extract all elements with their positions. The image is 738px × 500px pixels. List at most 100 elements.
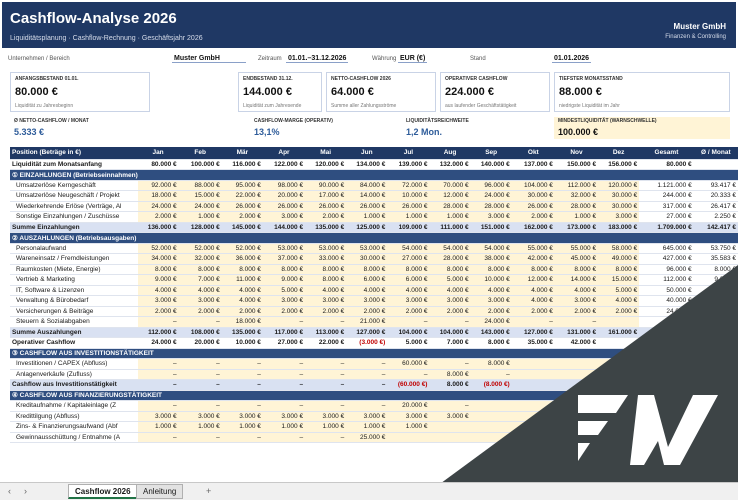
table-cell[interactable]: – [387, 369, 430, 380]
table-cell[interactable]: 8.000 € [346, 264, 388, 275]
table-cell[interactable]: 34.000 € [137, 253, 179, 265]
table-cell[interactable]: 4.000 € [429, 285, 471, 296]
table-cell[interactable]: – [429, 358, 471, 370]
next-sheet-button[interactable]: › [24, 486, 27, 496]
table-cell[interactable]: 2.000 € [598, 306, 640, 317]
currency-input[interactable]: EUR (€) [398, 55, 428, 63]
table-cell[interactable]: 1.000 € [346, 211, 388, 223]
table-cell[interactable]: 1.000 € [387, 421, 430, 433]
table-cell[interactable]: 6.000 € [387, 274, 430, 286]
table-cell[interactable]: 10.000 € [470, 274, 512, 286]
table-cell[interactable]: 2.000 € [305, 306, 347, 317]
table-cell[interactable]: 18.000 € [137, 190, 179, 202]
table-cell[interactable]: 49.000 € [598, 253, 640, 265]
table-cell[interactable]: 88.000 € [178, 180, 222, 191]
table-cell[interactable]: 72.000 € [387, 180, 430, 191]
table-cell[interactable]: 2.000 € [221, 211, 263, 223]
table-cell[interactable] [470, 432, 512, 443]
table-cell[interactable]: 96.000 € [470, 180, 512, 191]
table-cell[interactable]: – [262, 316, 306, 328]
table-cell[interactable]: – [262, 358, 306, 370]
table-cell[interactable]: 55.000 € [511, 243, 555, 254]
table-cell[interactable]: 42.000 € [511, 253, 555, 265]
table-cell[interactable]: – [305, 316, 347, 328]
table-cell[interactable]: 8.000 € [305, 264, 347, 275]
table-cell[interactable]: 54.000 € [470, 243, 512, 254]
table-cell[interactable]: 2.000 € [137, 306, 179, 317]
table-cell[interactable]: – [305, 369, 347, 380]
table-cell[interactable]: – [178, 358, 222, 370]
table-cell[interactable]: 1.000 € [178, 211, 222, 223]
table-cell[interactable]: – [511, 316, 555, 328]
add-sheet-button[interactable]: + [206, 486, 212, 496]
table-cell[interactable]: 2.000 € [429, 306, 471, 317]
table-cell[interactable]: 15.000 € [598, 274, 640, 286]
table-cell[interactable]: 2.000 € [178, 306, 222, 317]
table-cell[interactable]: – [387, 316, 430, 328]
table-cell[interactable] [554, 369, 599, 380]
table-cell[interactable]: 2.000 € [221, 306, 263, 317]
table-cell[interactable]: 4.000 € [305, 285, 347, 296]
table-cell[interactable]: 7.000 € [178, 274, 222, 286]
table-cell[interactable]: 25.000 € [346, 432, 388, 443]
table-cell[interactable]: – [178, 316, 222, 328]
table-cell[interactable]: 8.000 € [262, 264, 306, 275]
table-cell[interactable]: 95.000 € [221, 180, 263, 191]
table-cell[interactable]: – [429, 316, 471, 328]
table-cell[interactable]: 3.000 € [305, 411, 347, 422]
table-cell[interactable]: 20.000 € [262, 190, 306, 202]
table-cell[interactable]: 3.000 € [137, 411, 179, 422]
table-cell[interactable] [511, 369, 555, 380]
table-cell[interactable]: 4.000 € [137, 285, 179, 296]
table-cell[interactable]: 2.000 € [137, 211, 179, 223]
kpi-value[interactable]: 100.000 € [558, 127, 599, 137]
table-cell[interactable]: – [137, 432, 179, 443]
table-cell[interactable]: – [178, 432, 222, 443]
table-cell[interactable]: 53.000 € [346, 243, 388, 254]
table-cell[interactable]: 2.000 € [470, 306, 512, 317]
table-cell[interactable] [429, 421, 471, 433]
table-cell[interactable]: 3.000 € [346, 295, 388, 307]
table-cell[interactable]: 8.000 € [470, 264, 512, 275]
table-cell[interactable]: 3.000 € [387, 295, 430, 307]
table-cell[interactable]: 38.000 € [470, 253, 512, 265]
table-cell[interactable]: 30.000 € [346, 253, 388, 265]
table-cell[interactable]: 20.000 € [387, 400, 430, 412]
table-cell[interactable] [511, 358, 555, 370]
table-cell[interactable]: 28.000 € [470, 201, 512, 212]
table-cell[interactable]: 5.000 € [598, 285, 640, 296]
table-cell[interactable]: – [137, 400, 179, 412]
table-cell[interactable]: 8.000 € [387, 264, 430, 275]
table-cell[interactable]: 8.000 € [470, 358, 512, 370]
table-cell[interactable]: 4.000 € [221, 285, 263, 296]
table-cell[interactable]: 24.000 € [470, 190, 512, 202]
table-cell[interactable]: 112.000 € [554, 180, 599, 191]
table-cell[interactable]: 26.000 € [221, 201, 263, 212]
table-cell[interactable]: 3.000 € [554, 295, 599, 307]
status-input[interactable]: 01.01.2026 [552, 55, 592, 63]
table-cell[interactable]: 3.000 € [429, 411, 471, 422]
table-cell[interactable]: 1.000 € [137, 421, 179, 433]
table-cell[interactable]: 2.000 € [262, 306, 306, 317]
table-cell[interactable]: 4.000 € [387, 285, 430, 296]
table-cell[interactable]: 52.000 € [137, 243, 179, 254]
table-cell[interactable]: 2.000 € [387, 306, 430, 317]
company-input[interactable]: Muster GmbH [172, 55, 246, 63]
table-cell[interactable]: 14.000 € [346, 190, 388, 202]
table-cell[interactable]: 4.000 € [511, 295, 555, 307]
table-cell[interactable]: 21.000 € [346, 316, 388, 328]
table-cell[interactable]: 90.000 € [305, 180, 347, 191]
table-cell[interactable]: 28.000 € [554, 201, 599, 212]
prev-sheet-button[interactable]: ‹ [8, 486, 11, 496]
table-cell[interactable] [470, 421, 512, 433]
table-cell[interactable]: 120.000 € [598, 180, 640, 191]
table-cell[interactable]: 12.000 € [429, 190, 471, 202]
table-cell[interactable]: 3.000 € [598, 211, 640, 223]
table-cell[interactable]: 4.000 € [511, 285, 555, 296]
table-cell[interactable]: 14.000 € [554, 274, 599, 286]
table-cell[interactable]: 8.000 € [137, 264, 179, 275]
table-cell[interactable]: 2.000 € [511, 306, 555, 317]
table-cell[interactable]: 22.000 € [221, 190, 263, 202]
table-cell[interactable]: 3.000 € [470, 211, 512, 223]
table-cell[interactable]: – [346, 400, 388, 412]
